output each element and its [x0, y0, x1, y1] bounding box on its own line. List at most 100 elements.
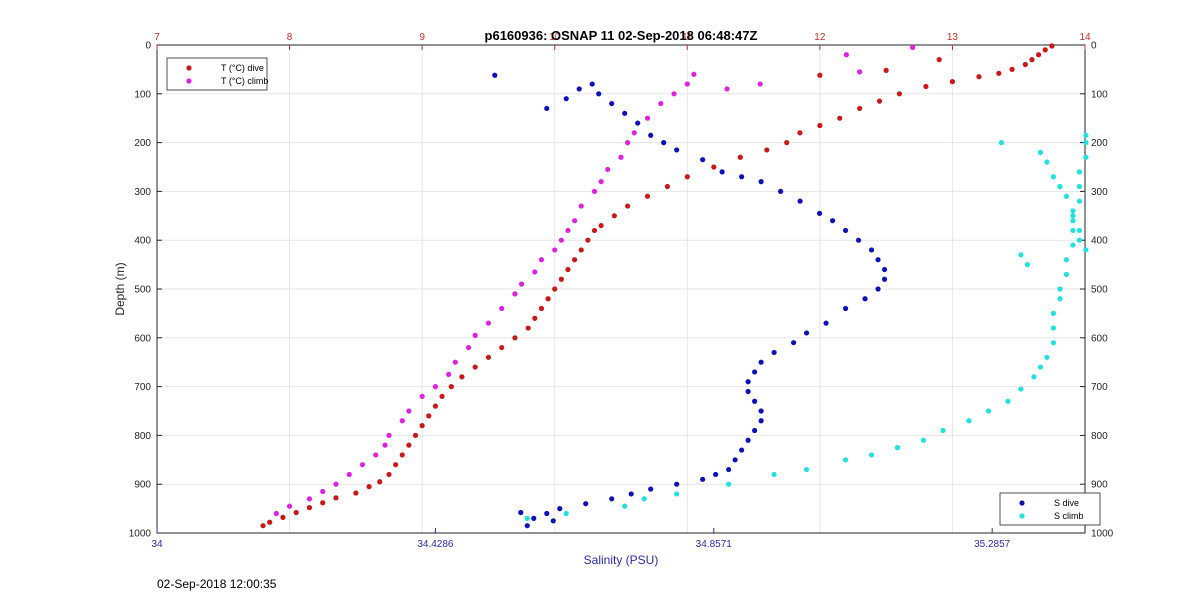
temp-dive-point: [377, 479, 383, 485]
sal-dive-point: [862, 296, 868, 302]
temp-climb-point: [578, 203, 584, 209]
temp-climb-point: [572, 218, 578, 224]
sal-dive-point: [719, 169, 725, 175]
temp-dive-point: [532, 315, 538, 321]
temp-dive-point: [1022, 61, 1028, 68]
temp-dive-point: [472, 364, 478, 370]
y-tick-label-right: 800: [1091, 431, 1108, 442]
sal-dive-point: [745, 379, 751, 385]
sal-dive-point: [797, 198, 803, 204]
temp-dive-point: [578, 247, 584, 253]
sal-dive-point: [752, 427, 758, 434]
temp-dive-point: [393, 462, 399, 468]
sal-dive-point: [758, 359, 764, 365]
temp-climb-point: [618, 154, 624, 160]
y-tick-label-right: 300: [1091, 187, 1108, 198]
temp-dive-point: [996, 70, 1002, 76]
sal-dive-point: [609, 496, 615, 502]
temp-climb-point: [532, 269, 538, 275]
sal-climb-point: [1050, 325, 1057, 331]
sal-dive-point: [842, 305, 849, 312]
temp-dive-point: [711, 164, 717, 170]
sal-dive-point: [518, 509, 524, 516]
sal-dive-point: [531, 515, 537, 521]
x-top-tick-label: 13: [947, 32, 959, 43]
sal-climb-point: [1037, 364, 1044, 370]
sal-climb-point: [1063, 257, 1070, 263]
sal-dive-point: [758, 179, 764, 185]
temp-climb-point: [857, 69, 863, 75]
sal-climb-point: [771, 471, 777, 478]
legend-temperature-entry: T (°C) dive: [221, 63, 264, 73]
x-top-tick-label: 8: [287, 32, 293, 43]
sal-climb-point: [1044, 159, 1050, 165]
temp-dive-point: [1009, 66, 1015, 72]
x-top-tick-label: 14: [1079, 32, 1091, 43]
sal-climb-point: [1018, 252, 1024, 258]
y-tick-label-left: 700: [134, 382, 151, 393]
temp-climb-point: [671, 91, 677, 97]
sal-dive-point: [544, 105, 550, 112]
y-tick-label-left: 500: [134, 285, 151, 296]
temp-dive-point: [876, 98, 883, 104]
temp-dive-point: [406, 442, 412, 448]
sal-climb-point: [1076, 227, 1083, 234]
timestamp: 02-Sep-2018 12:00:35: [157, 577, 277, 591]
y-tick-label-right: 100: [1091, 89, 1108, 100]
sal-climb-point: [622, 503, 628, 509]
sal-climb-point: [1070, 242, 1076, 248]
sal-climb-point: [1076, 198, 1083, 204]
temp-dive-point: [333, 495, 339, 501]
sal-dive-point: [622, 110, 628, 116]
sal-dive-point: [758, 408, 764, 414]
sal-dive-point: [648, 486, 654, 492]
temp-dive-point: [412, 432, 419, 438]
x-axis-label-salinity: Salinity (PSU): [584, 553, 659, 567]
temp-dive-point: [611, 213, 617, 219]
temp-dive-point: [485, 354, 492, 360]
y-tick-label-left: 100: [134, 89, 151, 100]
temp-dive-point: [572, 257, 578, 263]
sal-climb-point: [1024, 262, 1031, 268]
temp-dive-point: [883, 67, 889, 73]
sal-dive-point: [758, 418, 764, 424]
sal-climb-point: [1050, 310, 1057, 316]
temp-dive-point: [684, 174, 690, 180]
sal-climb-point: [1076, 169, 1083, 175]
temp-dive-point: [545, 296, 551, 302]
temp-climb-point: [538, 257, 545, 263]
legend-salinity-entry: S dive: [1054, 498, 1079, 508]
temp-climb-point: [472, 332, 478, 338]
temp-dive-point: [448, 384, 454, 390]
x-top-tick-label: 7: [154, 32, 160, 43]
sal-dive-point: [803, 330, 810, 336]
temp-dive-point: [525, 325, 531, 331]
sal-climb-point: [1083, 247, 1089, 253]
temp-climb-point: [499, 305, 505, 312]
sal-dive-point: [816, 210, 823, 216]
sal-dive-point: [855, 237, 862, 243]
temp-climb-point: [306, 496, 313, 502]
y-tick-label-right: 0: [1091, 41, 1097, 52]
temp-climb-point: [558, 237, 564, 243]
temp-dive-point: [591, 227, 598, 234]
legend-salinity-marker: [1019, 500, 1025, 506]
chart-title: p6160936: OSNAP 11 02-Sep-2018 06:48:47Z: [485, 28, 758, 43]
sal-dive-point: [635, 120, 641, 126]
sal-dive-point: [829, 218, 836, 224]
temp-climb-point: [446, 371, 452, 377]
sal-climb-point: [524, 515, 530, 521]
temp-climb-point: [518, 281, 525, 287]
sal-climb-point: [1083, 140, 1089, 146]
sal-dive-point: [576, 86, 582, 92]
sal-climb-point: [940, 427, 946, 434]
sal-climb-point: [1057, 286, 1063, 292]
temp-climb-point: [432, 384, 438, 390]
temp-climb-point: [465, 344, 472, 351]
sal-climb-point: [674, 491, 680, 497]
temp-dive-point: [764, 147, 770, 153]
sal-climb-point: [920, 437, 927, 443]
temp-climb-point: [399, 418, 405, 424]
temp-dive-point: [552, 286, 558, 292]
sal-climb-point: [1031, 374, 1037, 380]
